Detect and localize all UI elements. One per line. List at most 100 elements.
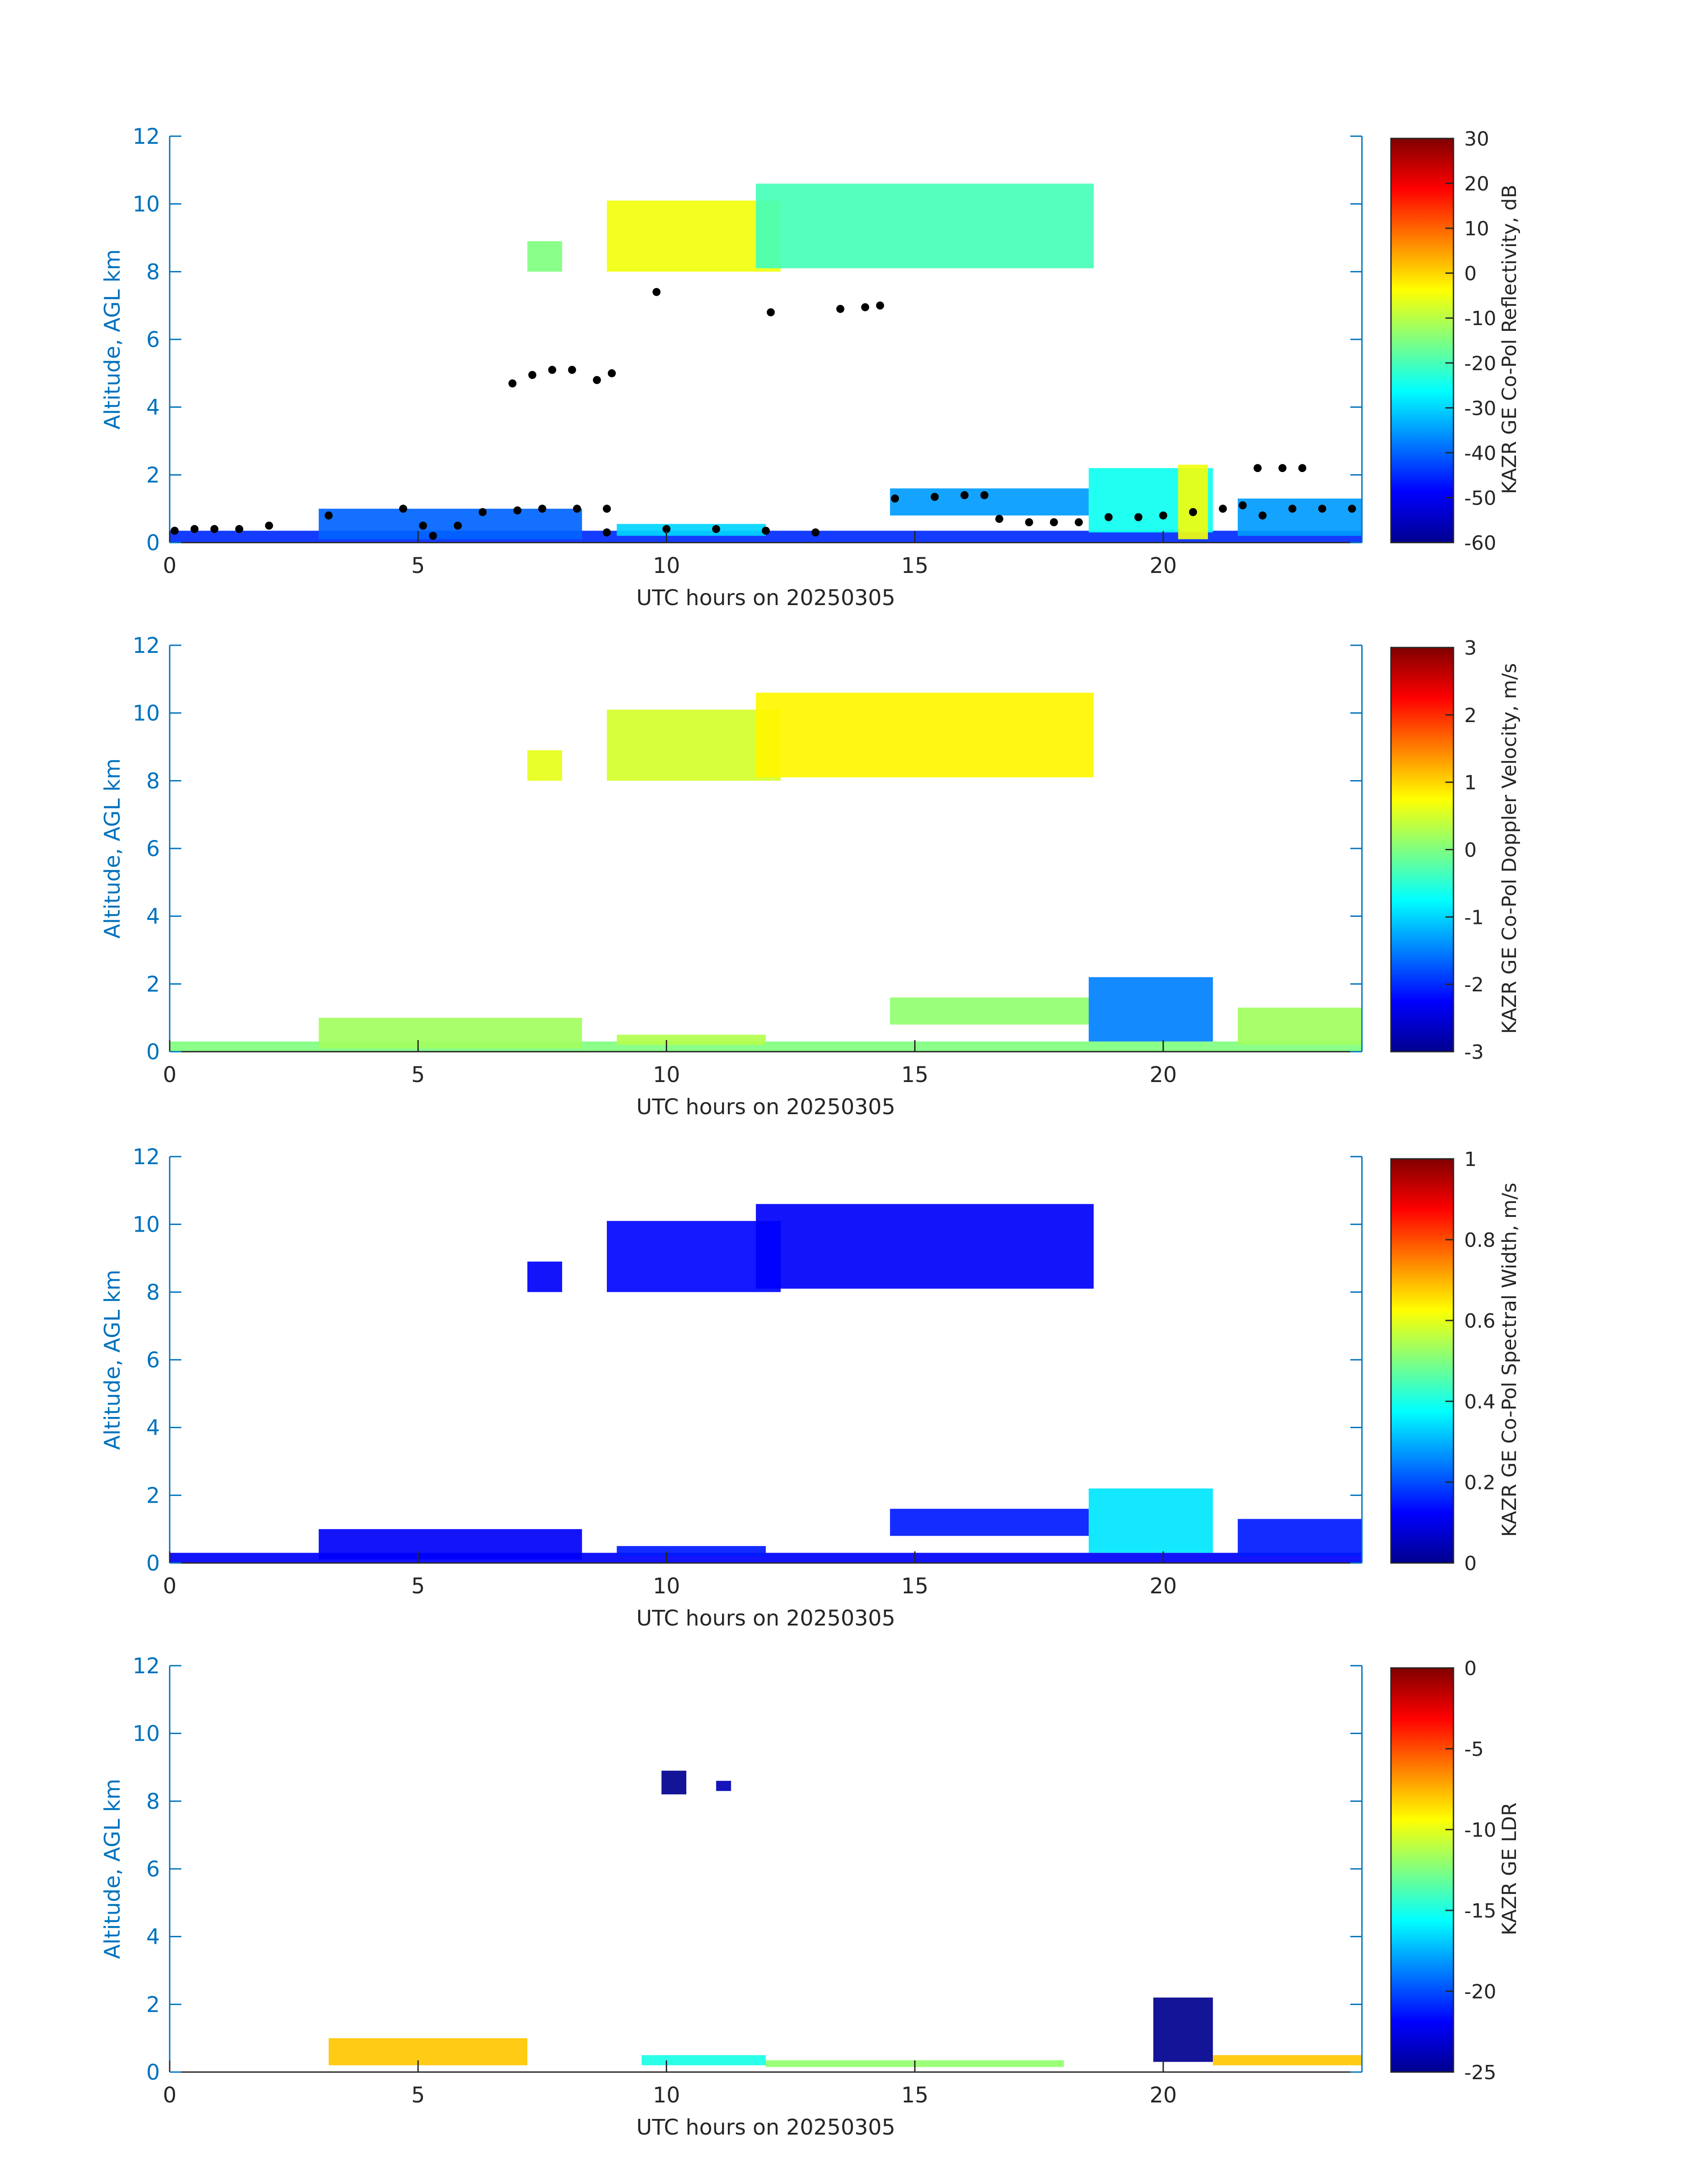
cloud-base-point — [1253, 464, 1262, 472]
x-tick-label: 15 — [901, 2083, 928, 2108]
cloud-base-point — [1050, 518, 1058, 526]
colorbar-label: KAZR GE LDR — [1498, 1802, 1521, 1935]
heatmap-data — [170, 693, 1362, 1052]
colorbar-tick-label: -5 — [1464, 1738, 1484, 1761]
cloud-base-point — [861, 303, 869, 311]
cloud-base-point — [1239, 501, 1247, 510]
cloud-base-point — [995, 514, 1003, 523]
y-tick-label: 2 — [146, 972, 160, 997]
x-tick-label: 20 — [1149, 2083, 1177, 2108]
echo-region — [1213, 2055, 1362, 2065]
colorbar-tick-label: -1 — [1464, 906, 1484, 929]
echo-region — [1089, 1488, 1213, 1553]
echo-region — [318, 1018, 582, 1049]
y-tick-label: 10 — [133, 192, 160, 217]
y-tick-label: 12 — [133, 1145, 160, 1170]
echo-region — [641, 2055, 766, 2065]
y-tick-label: 8 — [146, 259, 160, 284]
colorbar-scale — [1390, 1667, 1454, 2073]
cloud-base-point — [1025, 518, 1033, 526]
colorbar-scale — [1390, 647, 1454, 1053]
cloud-base-point — [454, 522, 462, 530]
colorbar-tick-label: 0 — [1464, 1657, 1477, 1680]
echo-region — [607, 201, 781, 272]
echo-region — [756, 184, 1094, 268]
cloud-base-point — [652, 288, 661, 296]
colorbar: 0 0.2 0.4 0.6 0.8 1 KAZR GE Co-Pol Spectral Wi… — [1390, 1148, 1521, 1575]
colorbar-tick-label: -60 — [1464, 532, 1496, 555]
echo-region — [1237, 498, 1362, 536]
cloud-base-point — [960, 491, 969, 499]
colorbar-tick-label: 1 — [1464, 772, 1477, 794]
echo-region — [318, 1529, 582, 1560]
x-tick-label: 5 — [411, 1574, 425, 1599]
cloud-base-point — [568, 366, 576, 374]
cloud-base-point — [1258, 511, 1267, 520]
colorbar-tick-label: 0.2 — [1464, 1471, 1495, 1494]
x-tick-label: 0 — [163, 1062, 177, 1087]
cloud-base-point — [171, 526, 179, 535]
y-tick-label: 6 — [146, 836, 160, 861]
y-tick-label: 8 — [146, 1280, 160, 1305]
y-tick-label: 12 — [133, 124, 160, 149]
echo-region — [890, 997, 1089, 1025]
colorbar-tick-label: -10 — [1464, 1819, 1496, 1842]
cloud-base-point — [1278, 464, 1286, 472]
cloud-base-point — [210, 525, 219, 533]
echo-region — [527, 750, 562, 781]
colorbar-scale — [1390, 1158, 1454, 1564]
y-axis-label: Altitude, AGL km — [100, 758, 125, 939]
echo-region — [890, 1508, 1089, 1536]
colorbar: -3 -2 -1 0 1 2 3 KAZR GE Co-Pol Doppler Velocit… — [1390, 637, 1521, 1064]
y-axis-label: Altitude, AGL km — [100, 1779, 125, 1959]
colorbar-tick-label: -2 — [1464, 974, 1484, 996]
x-tick-label: 20 — [1149, 1574, 1177, 1599]
echo-region — [1178, 464, 1208, 539]
colorbar-tick-label: 0.6 — [1464, 1310, 1495, 1333]
colorbar-tick-label: -20 — [1464, 1981, 1496, 2003]
echo-region — [1237, 1519, 1362, 1556]
x-axis-label: UTC hours on 20250305 — [636, 1095, 895, 1120]
colorbar-label: KAZR GE Co-Pol Doppler Velocity, m/s — [1498, 663, 1521, 1034]
echo-region — [756, 1204, 1094, 1289]
cloud-base-point — [548, 366, 556, 374]
cloud-base-point — [891, 494, 899, 503]
colorbar: -25 -20 -15 -10 -5 0 KAZR GE LDR — [1390, 1657, 1521, 2084]
cloud-base-point — [429, 531, 437, 540]
panel-1: 0 5 10 15 20 0 2 4 6 8 10 12 UTC hours on 20250305 Al… — [100, 124, 1521, 610]
x-axis-label: UTC hours on 20250305 — [636, 2115, 895, 2140]
y-tick-label: 10 — [133, 701, 160, 726]
colorbar-tick-label: -30 — [1464, 397, 1496, 420]
colorbar-tick-label: 2 — [1464, 704, 1477, 727]
colorbar-tick-label: -25 — [1464, 2061, 1496, 2084]
y-tick-label: 12 — [133, 1654, 160, 1679]
cloud-base-point — [1318, 505, 1326, 513]
x-tick-label: 0 — [163, 2083, 177, 2108]
colorbar-tick-label: 0 — [1464, 1552, 1477, 1575]
panel-4: 0 5 10 15 20 0 2 4 6 8 10 12 UTC hours on 20250305 Al… — [100, 1654, 1521, 2140]
y-axis-label: Altitude, AGL km — [100, 249, 125, 430]
y-tick-label: 6 — [146, 1857, 160, 1882]
cloud-base-point — [811, 528, 820, 537]
cloud-base-point — [508, 379, 517, 388]
cloud-base-point — [603, 528, 611, 537]
cloud-base-point — [593, 376, 601, 384]
colorbar-tick-label: -3 — [1464, 1041, 1484, 1064]
colorbar-tick-label: 3 — [1464, 637, 1477, 660]
echo-region — [1237, 1007, 1362, 1045]
colorbar-scale — [1390, 138, 1454, 543]
x-axis-label: UTC hours on 20250305 — [636, 1606, 895, 1631]
echo-region — [617, 1035, 766, 1045]
echo-region — [1153, 1997, 1213, 2062]
y-tick-label: 8 — [146, 1789, 160, 1814]
echo-region — [617, 524, 766, 536]
cloud-base-point — [603, 505, 611, 513]
echo-region — [716, 1780, 731, 1791]
cloud-base-point — [419, 522, 427, 530]
y-tick-label: 12 — [133, 633, 160, 658]
cloud-base-point — [608, 369, 616, 377]
cloud-base-point — [513, 506, 522, 514]
y-tick-label: 0 — [146, 2060, 160, 2085]
cloud-base-point — [1159, 511, 1167, 520]
